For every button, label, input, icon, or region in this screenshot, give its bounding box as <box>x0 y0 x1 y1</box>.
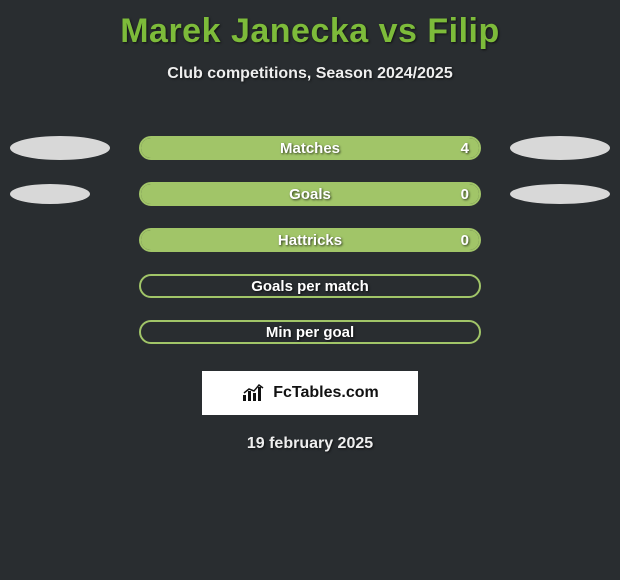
logo-box[interactable]: FcTables.com <box>202 371 418 415</box>
player-right-oval <box>510 136 610 160</box>
stat-label: Hattricks <box>278 232 342 249</box>
page-title: Marek Janecka vs Filip <box>0 0 620 51</box>
logo-chart-icon <box>241 383 267 403</box>
player-right-oval <box>510 184 610 204</box>
stat-row: Hattricks 0 <box>0 217 620 263</box>
stat-label: Matches <box>280 140 340 157</box>
player-left-oval <box>10 184 90 204</box>
stat-bar: Hattricks 0 <box>139 228 481 252</box>
stat-label: Goals per match <box>251 278 369 295</box>
stat-bar: Goals per match <box>139 274 481 298</box>
player-left-oval <box>10 136 110 160</box>
stat-bar: Goals 0 <box>139 182 481 206</box>
logo-inner: FcTables.com <box>241 383 379 403</box>
stat-row: Goals per match <box>0 263 620 309</box>
stat-bar: Min per goal <box>139 320 481 344</box>
stat-label: Goals <box>289 186 331 203</box>
logo-text: FcTables.com <box>273 384 379 402</box>
stat-value-right: 0 <box>461 186 469 203</box>
stats-area: Matches 4 Goals 0 Hattricks 0 Goals per match M… <box>0 125 620 355</box>
stat-bar: Matches 4 <box>139 136 481 160</box>
stat-label: Min per goal <box>266 324 354 341</box>
stat-row: Matches 4 <box>0 125 620 171</box>
stat-row: Goals 0 <box>0 171 620 217</box>
date-line: 19 february 2025 <box>0 435 620 453</box>
stat-row: Min per goal <box>0 309 620 355</box>
page-subtitle: Club competitions, Season 2024/2025 <box>0 65 620 83</box>
stat-value-right: 4 <box>461 140 469 157</box>
comparison-card: Marek Janecka vs Filip Club competitions… <box>0 0 620 453</box>
stat-value-right: 0 <box>461 232 469 249</box>
